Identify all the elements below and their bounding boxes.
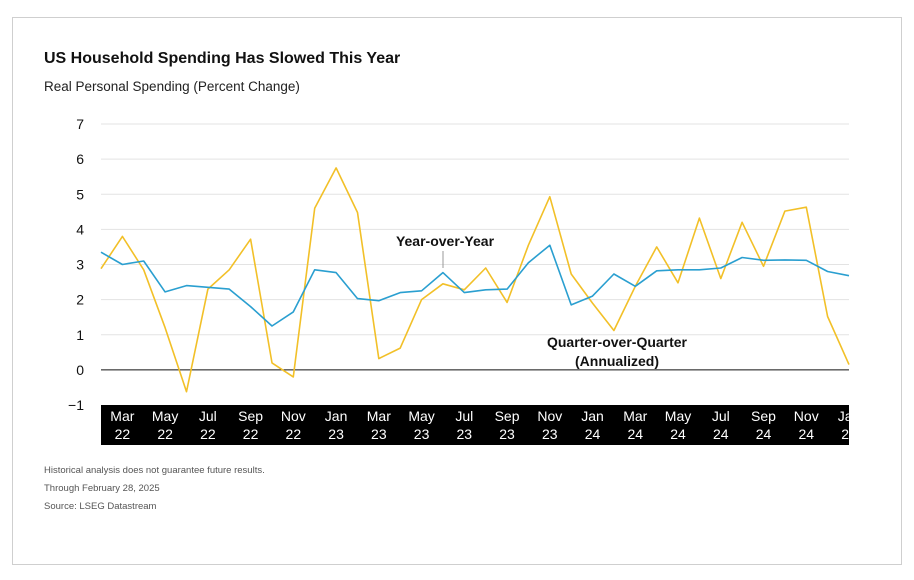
x-tick-month: Mar (110, 408, 134, 424)
x-tick-month: Sep (751, 408, 776, 424)
x-tick-year: 25 (841, 426, 857, 442)
chart-title: US Household Spending Has Slowed This Ye… (44, 50, 401, 67)
x-tick-year: 23 (414, 426, 430, 442)
y-tick-label: 6 (76, 151, 84, 167)
footnote-date: Through February 28, 2025 (44, 483, 160, 494)
x-tick-year: 24 (713, 426, 729, 442)
x-tick-year: 22 (200, 426, 216, 442)
x-tick-month: May (665, 408, 691, 424)
x-tick-month: Jul (712, 408, 730, 424)
footnote-source: Source: LSEG Datastream (44, 501, 157, 512)
y-tick-label: 0 (76, 362, 84, 378)
footnote-disclaimer: Historical analysis does not guarantee f… (44, 465, 265, 476)
x-tick-month: May (408, 408, 434, 424)
x-tick-year: 24 (798, 426, 814, 442)
x-tick-year: 23 (457, 426, 473, 442)
series-label-year-over-year: Year-over-Year (396, 233, 495, 249)
x-tick-month: May (152, 408, 178, 424)
x-tick-year: 24 (670, 426, 686, 442)
series-label-quarter-over-quarter: Quarter-over-Quarter (547, 334, 688, 350)
x-tick-month: Sep (238, 408, 263, 424)
x-tick-month: Sep (495, 408, 520, 424)
grid-lines (101, 123, 849, 371)
x-tick-year: 24 (585, 426, 601, 442)
x-axis-band-background (101, 405, 849, 445)
x-tick-month: Mar (623, 408, 647, 424)
x-tick-year: 23 (542, 426, 558, 442)
x-tick-month: Jan (325, 408, 348, 424)
y-tick-label: 7 (76, 116, 84, 132)
y-tick-label: 2 (76, 292, 84, 308)
x-tick-year: 22 (286, 426, 302, 442)
y-tick-label: 4 (76, 221, 84, 237)
series-labels: Year-over-Year Quarter-over-Quarter (Annua… (396, 233, 688, 369)
series-lines (100, 167, 850, 393)
x-axis-band: Mar 22 May 22 Jul 22 Sep 22 Nov 22 Jan 23 Mar 23 May 23… (101, 405, 860, 445)
series-line-quarter-over-quarter (100, 167, 850, 393)
chart-subtitle: Real Personal Spending (Percent Change) (44, 79, 300, 94)
x-tick-month: Jan (581, 408, 604, 424)
x-tick-year: 23 (499, 426, 515, 442)
x-tick-year: 22 (115, 426, 131, 442)
x-tick-year: 23 (371, 426, 387, 442)
x-tick-month: Nov (281, 408, 306, 424)
x-tick-month: Mar (367, 408, 391, 424)
y-tick-label: −1 (68, 397, 84, 413)
y-tick-label: 5 (76, 186, 84, 202)
x-tick-year: 22 (157, 426, 173, 442)
y-tick-label: 3 (76, 257, 84, 273)
x-tick-year: 23 (328, 426, 344, 442)
x-tick-month: Jul (199, 408, 217, 424)
y-axis-ticks: −1 0 1 2 3 4 5 6 7 (68, 116, 84, 413)
x-tick-year: 22 (243, 426, 259, 442)
x-tick-month: Nov (537, 408, 562, 424)
series-label-quarter-over-quarter: (Annualized) (575, 353, 659, 369)
x-tick-year: 24 (627, 426, 643, 442)
y-tick-label: 1 (76, 327, 84, 343)
x-tick-year: 24 (756, 426, 772, 442)
series-line-year-over-year (100, 244, 850, 327)
chart-card (12, 17, 902, 565)
x-tick-month: Nov (794, 408, 819, 424)
x-tick-month: Jul (455, 408, 473, 424)
x-tick-month: Jan (838, 408, 861, 424)
